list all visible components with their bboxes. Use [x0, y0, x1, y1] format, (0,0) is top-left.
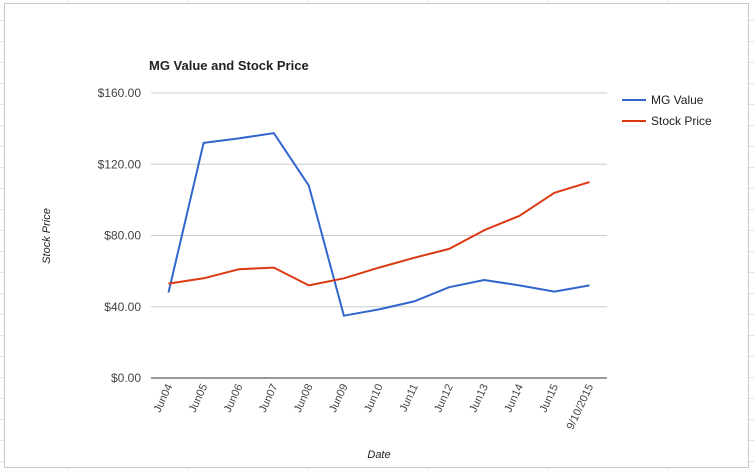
chart-title: MG Value and Stock Price — [149, 58, 309, 73]
y-tick-labels: $0.00 $40.00 $80.00 $120.00 $160.00 — [98, 86, 142, 385]
legend-label[interactable]: MG Value — [651, 93, 704, 107]
series-line-stock-price[interactable] — [168, 181, 590, 287]
y-tick-label: $160.00 — [98, 86, 142, 100]
x-tick-label: Jun09 — [327, 382, 351, 414]
x-tick-labels: Jun04 Jun05 Jun06 Jun07 Jun08 Jun09 Jun10 Jun11… — [152, 382, 596, 431]
x-tick-label: Jun12 — [432, 382, 456, 414]
gridlines — [151, 92, 607, 379]
x-tick-label: Jun15 — [538, 382, 562, 414]
x-tick-label: 9/10/2015 — [565, 382, 597, 431]
y-tick-label: $120.00 — [98, 157, 142, 171]
x-tick-label: Jun14 — [502, 382, 526, 414]
series-lines — [167, 132, 590, 317]
y-tick-label: $80.00 — [104, 229, 141, 243]
x-tick-label: Jun04 — [152, 382, 176, 414]
x-tick-label: Jun13 — [467, 382, 491, 414]
y-tick-label: $0.00 — [111, 371, 141, 385]
x-tick-label: Jun10 — [362, 382, 386, 414]
x-tick-label: Jun08 — [292, 382, 316, 414]
line-chart: MG Value and Stock Price Stock Price Dat… — [41, 58, 712, 461]
chart-container[interactable]: MG Value and Stock Price Stock Price Dat… — [4, 3, 749, 468]
legend-label[interactable]: Stock Price — [651, 114, 712, 128]
y-tick-label: $40.00 — [104, 300, 141, 314]
x-tick-label: Jun11 — [398, 382, 421, 413]
y-axis-label: Stock Price — [41, 208, 53, 264]
x-tick-label: Jun05 — [187, 382, 211, 414]
x-axis-label: Date — [367, 449, 390, 461]
x-tick-label: Jun07 — [257, 382, 281, 414]
series-line-mg-value[interactable] — [167, 132, 590, 317]
legend[interactable]: MG Value Stock Price — [622, 93, 712, 128]
x-tick-label: Jun06 — [222, 382, 246, 414]
